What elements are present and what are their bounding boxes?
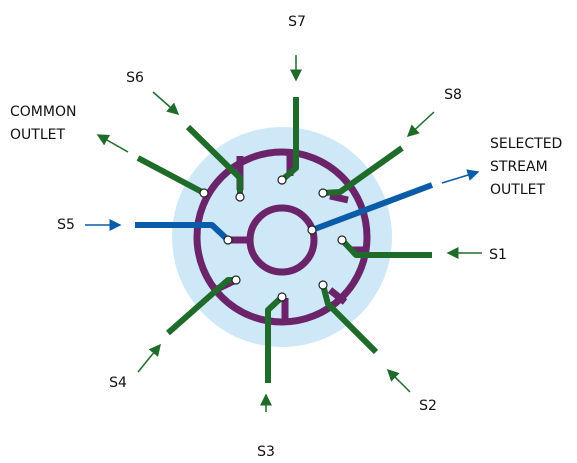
- label-s7: S7: [288, 14, 306, 30]
- label-s8: S8: [444, 87, 462, 103]
- label-s4: S4: [109, 375, 127, 391]
- label-selected-outlet: OUTLET: [490, 182, 545, 198]
- label-s6: S6: [126, 70, 144, 86]
- label-common-outlet: COMMON: [10, 104, 76, 120]
- label-selected-outlet: STREAM: [490, 159, 548, 175]
- rotor: [193, 148, 371, 326]
- label-s1: S1: [489, 247, 507, 263]
- arrows: [85, 55, 482, 412]
- label-s3: S3: [257, 444, 275, 460]
- label-s5: S5: [57, 217, 75, 233]
- label-common-outlet: OUTLET: [10, 127, 65, 143]
- label-s2: S2: [419, 398, 437, 414]
- ports: [199, 175, 347, 302]
- label-selected-outlet: SELECTED: [490, 136, 562, 152]
